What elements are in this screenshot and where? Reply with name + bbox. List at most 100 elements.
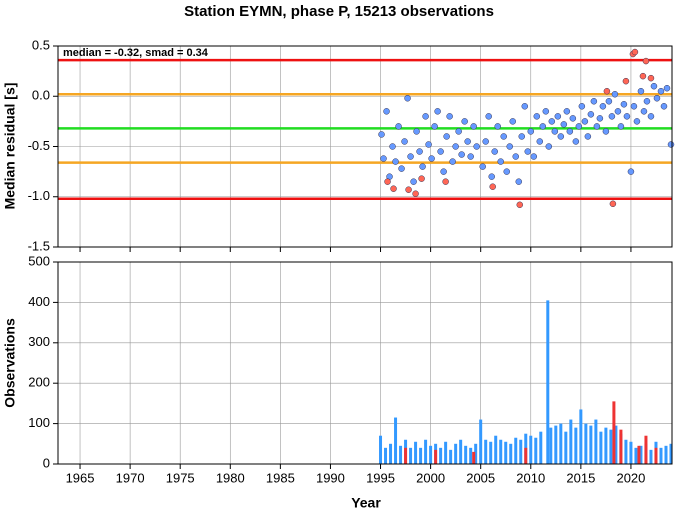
point: [482, 138, 489, 145]
point: [503, 168, 510, 175]
bar: [594, 419, 598, 464]
bar: [639, 445, 643, 464]
point: [515, 178, 523, 185]
bar: [519, 439, 523, 464]
point: [609, 200, 617, 208]
point: [516, 201, 524, 209]
point: [489, 183, 496, 190]
bar: [404, 447, 408, 464]
point: [398, 165, 405, 172]
point: [479, 163, 486, 170]
x-tick-label: 1990: [316, 470, 345, 485]
point: [378, 131, 385, 138]
point: [596, 115, 604, 122]
chart-title: Station EYMN, phase P, 15213 observation…: [184, 3, 494, 20]
bar: [399, 445, 403, 464]
bar: [579, 409, 583, 464]
point: [551, 128, 559, 135]
point: [602, 128, 610, 135]
point: [404, 95, 411, 102]
bar: [449, 449, 453, 464]
point: [428, 155, 435, 162]
bar: [464, 445, 468, 464]
point: [440, 168, 447, 175]
plot-frame: [57, 45, 673, 248]
y-tick-label: 400: [28, 294, 50, 309]
point: [384, 178, 391, 185]
point: [412, 190, 419, 197]
bar: [612, 401, 616, 464]
bar: [546, 300, 550, 464]
y-tick-label: 500: [28, 253, 50, 268]
bar: [444, 441, 448, 464]
point: [614, 108, 622, 115]
point: [470, 123, 477, 130]
x-tick-label: 2010: [516, 470, 545, 485]
point: [533, 113, 541, 120]
y-axis-label: Median residual [s]: [2, 83, 18, 210]
point: [449, 158, 456, 165]
point: [443, 133, 450, 140]
point: [643, 98, 651, 105]
point: [410, 178, 417, 185]
point: [647, 74, 655, 82]
point: [633, 118, 641, 125]
plot-frame: [57, 261, 673, 465]
point: [455, 128, 462, 135]
bar: [439, 447, 443, 464]
bar: [554, 425, 558, 464]
point: [627, 168, 635, 175]
x-tick-label: 1995: [366, 470, 395, 485]
point: [518, 133, 526, 140]
x-tick-label: 1970: [116, 470, 145, 485]
y-tick-label: -1.5: [28, 238, 50, 253]
bar: [549, 427, 553, 464]
point: [491, 148, 498, 155]
point: [657, 87, 665, 95]
x-tick-label: 2000: [416, 470, 445, 485]
bar: [499, 439, 503, 464]
bar: [424, 439, 428, 464]
bar: [429, 445, 433, 464]
x-tick-label: 1975: [166, 470, 195, 485]
point: [603, 87, 611, 95]
point: [639, 72, 647, 80]
point: [642, 57, 650, 65]
point: [488, 173, 495, 180]
point: [599, 103, 607, 110]
point: [494, 123, 501, 130]
bar: [614, 425, 618, 464]
y-tick-label: 0.5: [32, 37, 50, 52]
bar: [472, 451, 476, 464]
bar: [619, 429, 623, 464]
y-tick-label: -0.5: [28, 138, 50, 153]
point: [425, 141, 432, 148]
y-tick-label: 100: [28, 415, 50, 430]
point: [572, 138, 580, 145]
point: [521, 103, 529, 110]
bar: [394, 417, 398, 464]
x-tick-label: 2015: [566, 470, 595, 485]
bar: [534, 437, 538, 464]
point: [548, 118, 556, 125]
y-tick-label: 200: [28, 375, 50, 390]
point: [458, 151, 465, 158]
bar: [589, 425, 593, 464]
bar: [659, 447, 663, 464]
point: [527, 128, 535, 135]
point: [575, 123, 583, 130]
point: [647, 113, 655, 120]
bar: [634, 447, 638, 464]
x-tick-label: 1980: [216, 470, 245, 485]
point: [560, 121, 568, 128]
bar: [514, 437, 518, 464]
point: [630, 103, 638, 110]
point: [464, 138, 471, 145]
y-tick-label: 300: [28, 334, 50, 349]
bar: [479, 419, 483, 464]
bar: [609, 429, 613, 464]
point: [461, 118, 468, 125]
point: [539, 123, 547, 130]
point: [623, 113, 631, 120]
x-tick-label: 2020: [616, 470, 645, 485]
